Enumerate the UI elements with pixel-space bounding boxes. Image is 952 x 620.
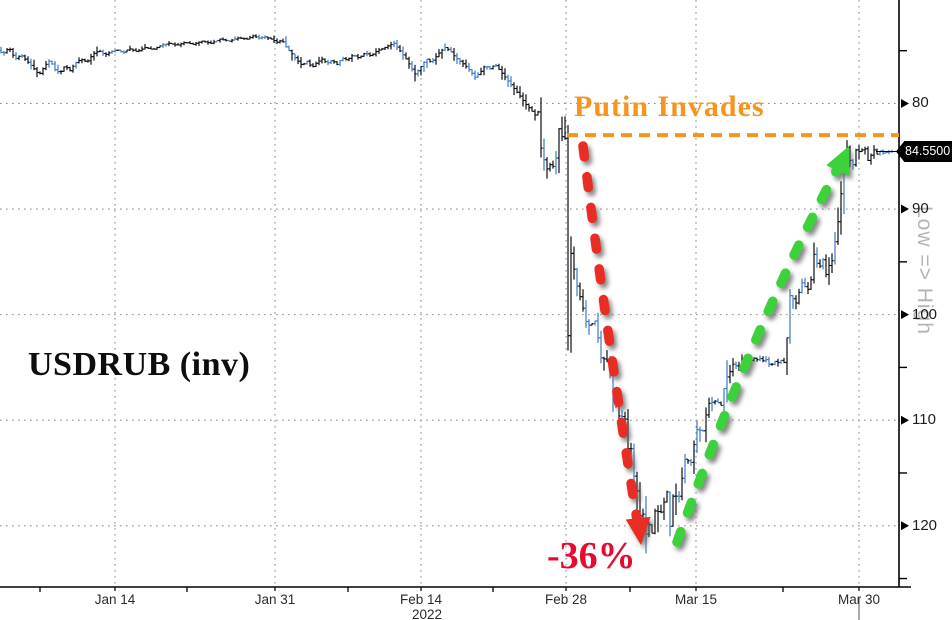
y-tick-marker-120 — [901, 521, 909, 531]
x-axis-label-Feb-14: Feb 14 — [399, 592, 443, 607]
recovery-arrow — [672, 163, 843, 547]
x-axis-year-label: 2022 — [411, 607, 443, 620]
drop-percent-annotation: -36% — [547, 535, 636, 577]
recovery-arrow-group — [672, 146, 849, 547]
x-axis-label-Mar-15: Mar 15 — [674, 592, 718, 607]
y-axis-label-100: 100 — [912, 305, 938, 323]
chart-title: USDRUB (inv) — [28, 346, 251, 383]
putin-invades-annotation: Putin Invades — [574, 90, 765, 123]
last-price-badge: 84.5500 — [896, 141, 952, 162]
crash-arrow-head-icon — [625, 516, 651, 545]
y-axis-label-90: 90 — [912, 200, 929, 218]
y-axis-direction-label: Low => High — [913, 206, 936, 335]
y-axis-label-110: 110 — [912, 411, 936, 429]
y-tick-marker-80 — [901, 98, 909, 108]
recovery-arrow-head-icon — [826, 146, 849, 176]
x-axis-label-Jan-31: Jan 31 — [254, 592, 296, 607]
y-axis-label-120: 120 — [912, 516, 938, 534]
y-axis-label-80: 80 — [912, 94, 929, 112]
crash-arrow-group — [578, 141, 651, 545]
price-series — [0, 34, 897, 554]
x-axis-label-Feb-28: Feb 28 — [544, 592, 588, 607]
x-axis-label-Mar-30: Mar 30 — [837, 592, 881, 607]
y-tick-marker-100 — [901, 310, 909, 320]
y-tick-marker-90 — [901, 204, 909, 214]
x-axis-label-Jan-14: Jan 14 — [94, 592, 136, 607]
y-tick-marker-110 — [901, 415, 909, 425]
crash-arrow — [578, 141, 642, 525]
